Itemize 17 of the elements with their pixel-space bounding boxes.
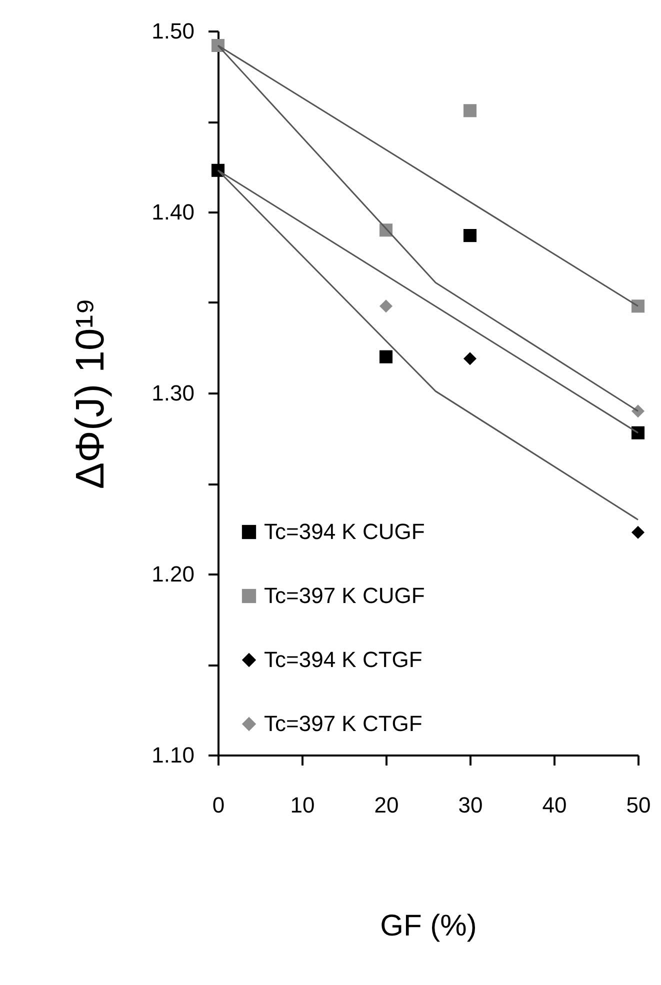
y-tick-label: 1.50 (152, 18, 194, 44)
y-tick-label: 1.40 (152, 200, 194, 224)
x-tick-label: 0 (212, 792, 225, 818)
x-tick-label: 20 (374, 792, 399, 818)
x-tick-label: 10 (290, 792, 315, 818)
legend-label: Tc=394 K CUGF (264, 519, 425, 544)
y-tick-label: 1.20 (152, 562, 194, 586)
legend-label: Tc=397 K CUGF (264, 583, 425, 608)
x-axis-title: GF (%) (380, 910, 477, 942)
x-tick-label: 40 (542, 792, 567, 818)
x-tick-label: 50 (626, 792, 651, 818)
legend-label: Tc=394 K CTGF (264, 647, 422, 672)
y-tick-label: 1.30 (152, 380, 194, 406)
x-tick-label: 30 (458, 792, 483, 818)
y-tick-label: 1.10 (152, 742, 194, 768)
legend-label: Tc=397 K CTGF (264, 711, 422, 736)
y-axis-title: ΔΦ(J) 10¹⁹ (68, 298, 113, 490)
